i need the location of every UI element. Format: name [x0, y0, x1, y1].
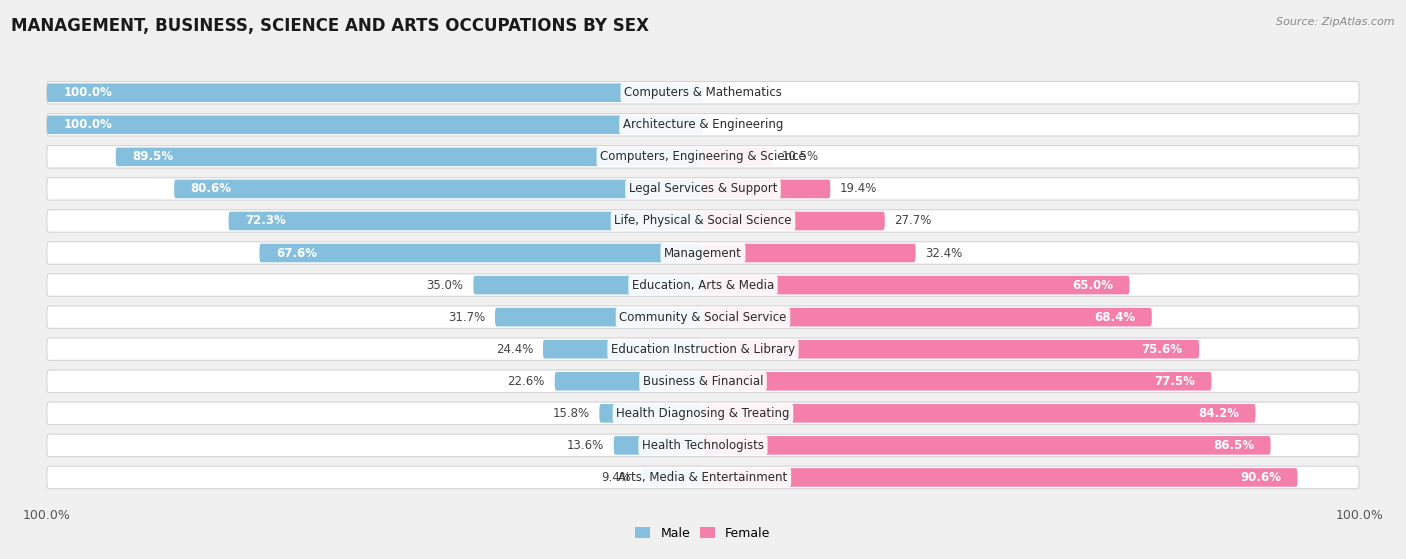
Text: Life, Physical & Social Science: Life, Physical & Social Science [614, 215, 792, 228]
Text: 75.6%: 75.6% [1142, 343, 1182, 356]
FancyBboxPatch shape [46, 242, 1360, 264]
FancyBboxPatch shape [641, 468, 703, 487]
FancyBboxPatch shape [555, 372, 703, 391]
FancyBboxPatch shape [703, 148, 772, 166]
Text: 19.4%: 19.4% [841, 182, 877, 196]
FancyBboxPatch shape [703, 212, 884, 230]
Text: 35.0%: 35.0% [426, 278, 464, 292]
FancyBboxPatch shape [174, 179, 703, 198]
Text: 27.7%: 27.7% [894, 215, 932, 228]
Text: 100.0%: 100.0% [63, 86, 112, 100]
Text: Education Instruction & Library: Education Instruction & Library [612, 343, 794, 356]
Text: 22.6%: 22.6% [508, 375, 546, 388]
FancyBboxPatch shape [46, 434, 1360, 457]
FancyBboxPatch shape [260, 244, 703, 262]
Text: Business & Financial: Business & Financial [643, 375, 763, 388]
FancyBboxPatch shape [703, 308, 1152, 326]
Text: Arts, Media & Entertainment: Arts, Media & Entertainment [619, 471, 787, 484]
FancyBboxPatch shape [703, 179, 831, 198]
Text: 89.5%: 89.5% [132, 150, 173, 163]
FancyBboxPatch shape [229, 212, 703, 230]
Text: Management: Management [664, 247, 742, 259]
Text: 15.8%: 15.8% [553, 407, 589, 420]
FancyBboxPatch shape [46, 402, 1360, 424]
FancyBboxPatch shape [495, 308, 703, 326]
FancyBboxPatch shape [46, 466, 1360, 489]
FancyBboxPatch shape [46, 274, 1360, 296]
FancyBboxPatch shape [46, 178, 1360, 200]
FancyBboxPatch shape [703, 276, 1129, 295]
FancyBboxPatch shape [703, 436, 1271, 454]
Text: 65.0%: 65.0% [1073, 278, 1114, 292]
Legend: Male, Female: Male, Female [630, 522, 776, 545]
Text: Health Diagnosing & Treating: Health Diagnosing & Treating [616, 407, 790, 420]
Text: Source: ZipAtlas.com: Source: ZipAtlas.com [1277, 17, 1395, 27]
Text: Computers & Mathematics: Computers & Mathematics [624, 86, 782, 100]
FancyBboxPatch shape [46, 113, 1360, 136]
FancyBboxPatch shape [703, 340, 1199, 358]
Text: 84.2%: 84.2% [1198, 407, 1239, 420]
Text: 86.5%: 86.5% [1213, 439, 1254, 452]
Text: 24.4%: 24.4% [496, 343, 533, 356]
FancyBboxPatch shape [474, 276, 703, 295]
Text: 90.6%: 90.6% [1240, 471, 1281, 484]
FancyBboxPatch shape [46, 306, 1360, 328]
FancyBboxPatch shape [703, 372, 1212, 391]
FancyBboxPatch shape [614, 436, 703, 454]
FancyBboxPatch shape [703, 244, 915, 262]
Text: MANAGEMENT, BUSINESS, SCIENCE AND ARTS OCCUPATIONS BY SEX: MANAGEMENT, BUSINESS, SCIENCE AND ARTS O… [11, 17, 650, 35]
FancyBboxPatch shape [703, 404, 1256, 423]
FancyBboxPatch shape [46, 83, 703, 102]
Text: 68.4%: 68.4% [1094, 311, 1136, 324]
Text: 72.3%: 72.3% [245, 215, 285, 228]
Text: Computers, Engineering & Science: Computers, Engineering & Science [600, 150, 806, 163]
FancyBboxPatch shape [46, 210, 1360, 232]
Text: 100.0%: 100.0% [63, 119, 112, 131]
FancyBboxPatch shape [703, 468, 1298, 487]
Text: 13.6%: 13.6% [567, 439, 605, 452]
Text: Education, Arts & Media: Education, Arts & Media [631, 278, 775, 292]
Text: Legal Services & Support: Legal Services & Support [628, 182, 778, 196]
FancyBboxPatch shape [46, 82, 1360, 104]
Text: Community & Social Service: Community & Social Service [619, 311, 787, 324]
Text: 67.6%: 67.6% [276, 247, 316, 259]
Text: 77.5%: 77.5% [1154, 375, 1195, 388]
FancyBboxPatch shape [543, 340, 703, 358]
Text: 9.4%: 9.4% [602, 471, 631, 484]
Text: 80.6%: 80.6% [191, 182, 232, 196]
FancyBboxPatch shape [115, 148, 703, 166]
Text: Architecture & Engineering: Architecture & Engineering [623, 119, 783, 131]
Text: Health Technologists: Health Technologists [643, 439, 763, 452]
FancyBboxPatch shape [599, 404, 703, 423]
Text: 32.4%: 32.4% [925, 247, 963, 259]
FancyBboxPatch shape [46, 146, 1360, 168]
FancyBboxPatch shape [46, 370, 1360, 392]
FancyBboxPatch shape [46, 338, 1360, 361]
Text: 10.5%: 10.5% [782, 150, 818, 163]
FancyBboxPatch shape [46, 116, 703, 134]
Text: 31.7%: 31.7% [449, 311, 485, 324]
